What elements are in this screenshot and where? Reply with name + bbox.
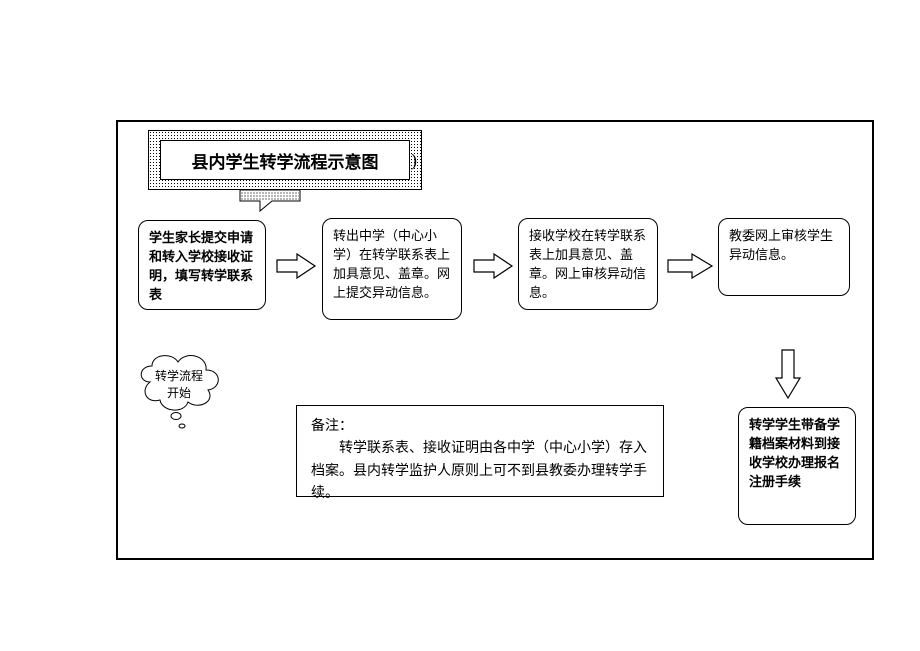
step-s4: 教委网上审核学生异动信息。 xyxy=(718,218,850,296)
step-s4-text: 教委网上审核学生异动信息。 xyxy=(729,228,833,262)
step-s2: 转出中学（中心小学）在转学联系表上加具意见、盖章。网上提交异动信息。 xyxy=(322,218,462,320)
title-text: 县内学生转学流程示意图 xyxy=(192,148,379,173)
cloud-start-text: 转学流程开始 xyxy=(154,368,204,402)
title-trailing-paren: ) xyxy=(411,150,417,171)
step-s3-text: 接收学校在转学联系表上加具意见、盖章。网上审核异动信息。 xyxy=(529,228,646,300)
step-s5-text: 转学学生带备学籍档案材料到接收学校办理报名注册手续 xyxy=(749,417,840,489)
arrow-1 xyxy=(275,252,317,280)
title-speech-tail xyxy=(238,189,306,213)
step-s5: 转学学生带备学籍档案材料到接收学校办理报名注册手续 xyxy=(738,407,856,525)
note-box: 备注： 转学联系表、接收证明由各中学（中心小学）存入档案。县内转学监护人原则上可… xyxy=(296,405,664,497)
arrow-3 xyxy=(666,252,714,280)
step-s1: 学生家长提交申请和转入学校接收证明，填写转学联系表 xyxy=(138,220,266,310)
arrow-2 xyxy=(472,252,514,280)
step-s3: 接收学校在转学联系表上加具意见、盖章。网上审核异动信息。 xyxy=(518,218,658,310)
step-s2-text: 转出中学（中心小学）在转学联系表上加具意见、盖章。网上提交异动信息。 xyxy=(333,228,450,300)
diagram-title: 县内学生转学流程示意图 xyxy=(160,140,410,180)
note-body: 转学联系表、接收证明由各中学（中心小学）存入档案。县内转学监护人原则上可不到县教… xyxy=(311,438,649,505)
arrow-down xyxy=(774,348,802,402)
note-title: 备注： xyxy=(311,416,649,438)
step-s1-text: 学生家长提交申请和转入学校接收证明，填写转学联系表 xyxy=(149,230,253,302)
